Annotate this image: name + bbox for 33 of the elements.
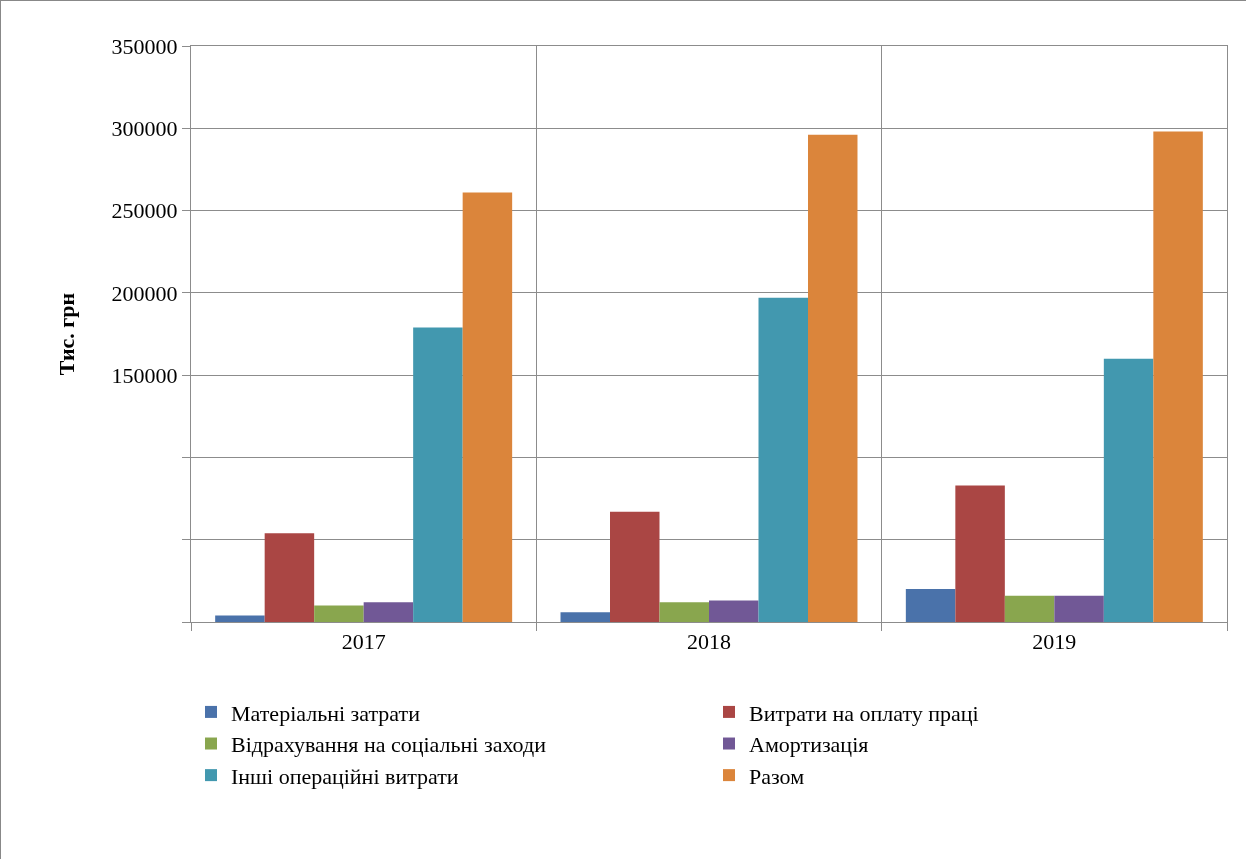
bar: [758, 297, 808, 622]
legend-label: Відрахування на соціальні заходи: [231, 732, 547, 758]
bar: [1054, 595, 1104, 622]
legend-label: Витрати на оплату праці: [749, 700, 979, 726]
bar: [1153, 131, 1203, 622]
bar: [314, 605, 364, 622]
legend-label: Матеріальні затрати: [231, 700, 421, 726]
x-tick-label: 2018: [687, 629, 731, 655]
y-axis-title: Тис. грн: [54, 292, 80, 376]
x-tick-label: 2017: [341, 629, 386, 655]
y-tick-label: 150000: [111, 362, 178, 388]
bar: [709, 600, 759, 622]
y-tick-label: 350000: [111, 33, 178, 59]
bar: [363, 602, 414, 622]
y-tick-label: 300000: [111, 115, 178, 141]
bar: [462, 192, 513, 622]
legend-label: Разом: [749, 763, 805, 789]
bar: [659, 602, 709, 622]
bar: [1103, 358, 1154, 622]
y-tick-label: 200000: [111, 280, 178, 306]
bar: [610, 511, 660, 622]
bar: [264, 533, 315, 622]
legend-label: Амортизація: [749, 732, 869, 758]
bar: [215, 615, 265, 622]
bar: [905, 589, 956, 622]
legend-label: Інші операційні витрати: [231, 763, 459, 789]
x-tick-label: 2019: [1032, 629, 1077, 655]
bar: [1004, 595, 1055, 622]
y-tick-label: 250000: [111, 198, 178, 224]
bar: [955, 485, 1005, 622]
bar: [808, 134, 858, 622]
bar: [413, 327, 463, 622]
bar: [560, 612, 610, 622]
